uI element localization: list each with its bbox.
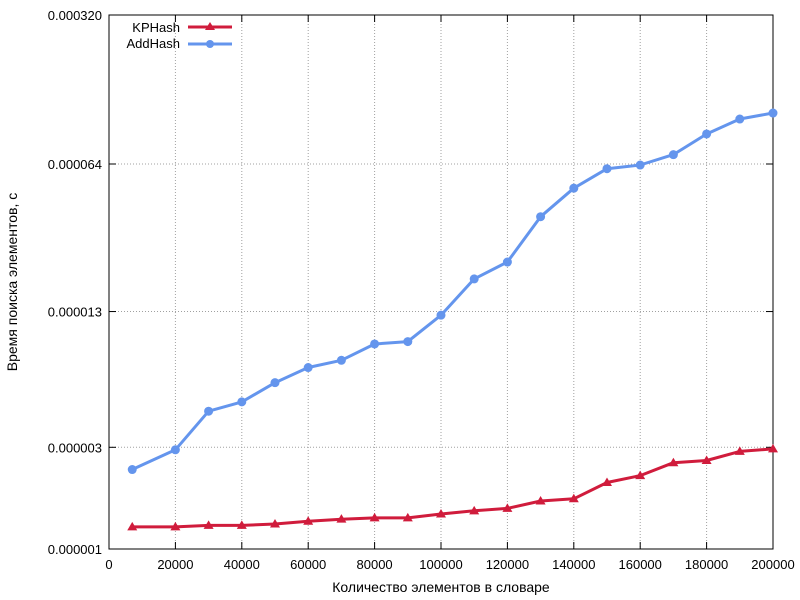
x-tick-label: 100000 bbox=[419, 557, 462, 572]
legend-label-addhash: AddHash bbox=[127, 36, 180, 51]
data-point-kphash bbox=[170, 521, 181, 531]
data-point-kphash bbox=[469, 505, 480, 515]
data-point-kphash bbox=[635, 470, 646, 480]
y-axis-title: Время поиска элементов, с bbox=[4, 193, 20, 372]
x-tick-label: 160000 bbox=[619, 557, 662, 572]
data-point-addhash bbox=[237, 397, 247, 407]
x-tick-label: 40000 bbox=[224, 557, 260, 572]
data-point-kphash bbox=[436, 508, 446, 518]
data-point-addhash bbox=[702, 129, 712, 139]
data-point-kphash bbox=[701, 455, 712, 465]
x-tick-label: 60000 bbox=[290, 557, 326, 572]
data-point-kphash bbox=[602, 477, 612, 487]
data-point-addhash bbox=[469, 274, 479, 284]
data-point-kphash bbox=[369, 512, 380, 522]
axis-ticks: 0 20000 40000 60000 80000 100000 120000 140000 1… bbox=[48, 8, 795, 572]
data-point-addhash bbox=[768, 108, 778, 118]
data-point-kphash bbox=[668, 457, 679, 467]
data-point-addhash bbox=[370, 339, 380, 349]
data-point-addhash bbox=[127, 465, 137, 475]
x-tick-label: 200000 bbox=[751, 557, 794, 572]
y-tick-label: 0.000003 bbox=[48, 440, 102, 455]
data-point-addhash bbox=[403, 337, 413, 347]
data-point-kphash bbox=[768, 443, 778, 453]
data-point-kphash bbox=[734, 446, 745, 455]
y-tick-label: 0.000001 bbox=[48, 542, 102, 557]
data-point-kphash bbox=[203, 520, 214, 529]
legend: KPHash AddHash bbox=[127, 20, 232, 51]
data-point-kphash bbox=[402, 512, 413, 522]
series-line-kphash bbox=[132, 447, 774, 529]
y-tick-label: 0.000320 bbox=[48, 8, 102, 23]
data-point-addhash bbox=[270, 378, 280, 388]
data-point-addhash bbox=[668, 150, 678, 160]
grid bbox=[109, 15, 773, 549]
data-point-kphash bbox=[127, 521, 138, 531]
data-point-addhash bbox=[336, 355, 346, 365]
x-tick-label: 0 bbox=[105, 557, 112, 572]
data-point-addhash bbox=[303, 363, 313, 373]
series-lines bbox=[127, 108, 778, 531]
data-point-addhash bbox=[502, 257, 512, 267]
data-point-kphash bbox=[502, 503, 513, 512]
data-point-kphash bbox=[270, 519, 280, 528]
x-tick-label: 20000 bbox=[157, 557, 193, 572]
data-point-addhash bbox=[204, 406, 214, 416]
data-point-kphash bbox=[303, 516, 314, 525]
x-axis-title: Количество элементов в словаре bbox=[332, 579, 550, 595]
data-point-kphash bbox=[535, 495, 546, 505]
x-tick-label: 80000 bbox=[357, 557, 393, 572]
y-tick-label: 0.000013 bbox=[48, 305, 102, 320]
data-point-addhash bbox=[735, 114, 745, 124]
data-point-addhash bbox=[569, 183, 579, 193]
data-point-kphash bbox=[568, 493, 579, 503]
legend-marker-kphash bbox=[205, 22, 215, 30]
data-point-addhash bbox=[602, 164, 612, 174]
legend-marker-addhash bbox=[206, 40, 214, 48]
data-point-kphash bbox=[336, 514, 347, 523]
y-tick-label: 0.000064 bbox=[48, 157, 102, 172]
data-point-addhash bbox=[536, 212, 546, 222]
data-point-addhash bbox=[170, 445, 180, 455]
x-tick-label: 140000 bbox=[552, 557, 595, 572]
series-line-addhash bbox=[131, 111, 774, 471]
data-point-kphash bbox=[236, 520, 247, 529]
x-tick-label: 120000 bbox=[486, 557, 529, 572]
legend-label-kphash: KPHash bbox=[132, 20, 180, 35]
data-point-addhash bbox=[436, 310, 446, 320]
data-point-addhash bbox=[635, 160, 645, 170]
x-tick-label: 180000 bbox=[685, 557, 728, 572]
